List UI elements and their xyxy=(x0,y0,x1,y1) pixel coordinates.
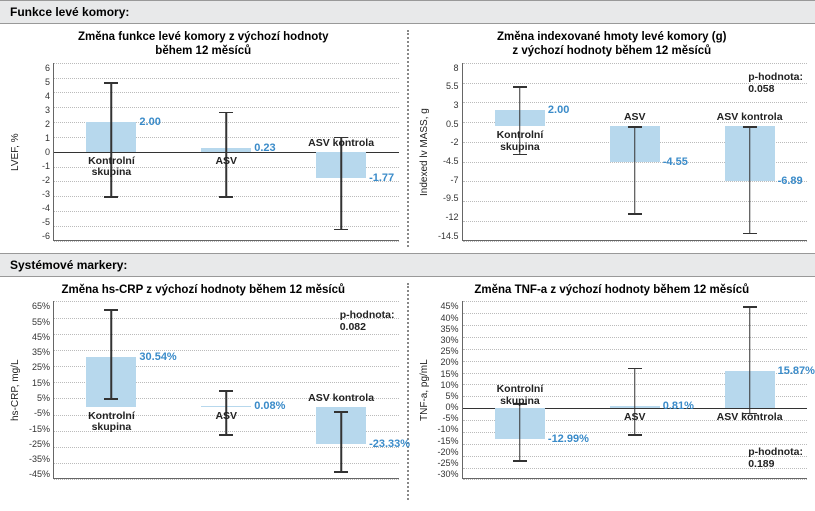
section-header-2: Systémové markery: xyxy=(0,253,815,277)
y-ticks: 85.530.5-2-4.5-7-9.5-12-14.5 xyxy=(432,63,462,241)
value-label: 30.54% xyxy=(139,351,176,363)
category-label: ASV xyxy=(590,412,680,424)
plot-wrap: Indexed lv MASS, g85.530.5-2-4.5-7-9.5-1… xyxy=(417,63,808,241)
category-label: ASV kontrola xyxy=(296,138,386,150)
chart-panel-lvmass: Změna indexované hmoty levé komory (g)z … xyxy=(409,24,815,253)
section-header-1: Funkce levé komory: xyxy=(0,0,815,24)
value-label: 0.23 xyxy=(254,142,275,154)
chart-title: Změna hs-CRP z výchozí hodnoty během 12 … xyxy=(8,283,399,297)
plot-wrap: hs-CRP, mg/L65%55%45%35%25%15%5%-5%-15%-… xyxy=(8,301,399,479)
y-ticks: 65%55%45%35%25%15%5%-5%-15%-25%-35%-45% xyxy=(23,301,53,479)
plot-wrap: TNF-a, pg/mL45%40%35%30%25%20%15%10%5%0%… xyxy=(417,301,808,479)
category-label: Kontrolnískupina xyxy=(66,156,156,179)
category-label: Kontrolnískupina xyxy=(66,411,156,434)
y-axis-label: TNF-a, pg/mL xyxy=(417,301,432,479)
plot-area: 2.00 Kontrolnískupina -4.55 ASV -6.89 ASV kon… xyxy=(462,63,808,241)
value-label: -12.99% xyxy=(548,433,589,445)
chart-title: Změna funkce levé komory z výchozí hodno… xyxy=(8,30,399,59)
category-label: ASV kontrola xyxy=(296,393,386,405)
y-axis-label: LVEF, % xyxy=(8,63,23,241)
y-axis-label: Indexed lv MASS, g xyxy=(417,63,432,241)
y-ticks: 45%40%35%30%25%20%15%10%5%0%-5%-10%-15%-… xyxy=(432,301,462,479)
y-ticks: 6543210-1-2-3-4-5-6 xyxy=(23,63,53,241)
chart-title: Změna indexované hmoty levé komory (g)z … xyxy=(417,30,808,59)
value-label: 0.81% xyxy=(663,400,694,412)
chart-title: Změna TNF-a z výchozí hodnoty během 12 m… xyxy=(417,283,808,297)
value-label: 2.00 xyxy=(548,104,569,116)
category-label: ASV xyxy=(181,156,271,168)
p-value: p-hodnota:0.189 xyxy=(748,446,803,470)
category-label: ASV xyxy=(590,112,680,124)
value-label: -1.77 xyxy=(369,172,394,184)
plot-wrap: LVEF, %6543210-1-2-3-4-5-6 2.00 Kontrolnís… xyxy=(8,63,399,241)
category-label: Kontrolnískupina xyxy=(475,130,565,153)
value-label: -23.33% xyxy=(369,438,410,450)
value-label: 2.00 xyxy=(139,116,160,128)
plot-area: -12.99%Kontrolnískupina0.81%ASV15.87%ASV… xyxy=(462,301,808,479)
category-label: Kontrolnískupina xyxy=(475,384,565,407)
category-label: ASV kontrola xyxy=(705,112,795,124)
row-1: Změna funkce levé komory z výchozí hodno… xyxy=(0,24,815,253)
plot-area: 2.00 Kontrolnískupina 0.23 ASV -1.77 ASV kont… xyxy=(53,63,399,241)
y-axis-label: hs-CRP, mg/L xyxy=(8,301,23,479)
category-label: ASV kontrola xyxy=(705,412,795,424)
value-label: -6.89 xyxy=(778,175,803,187)
chart-panel-hscrp: Změna hs-CRP z výchozí hodnoty během 12 … xyxy=(0,277,407,506)
plot-area: 30.54%Kontrolnískupina0.08%ASV-23.33%ASV… xyxy=(53,301,399,479)
value-label: 15.87% xyxy=(778,365,815,377)
row-2: Změna hs-CRP z výchozí hodnoty během 12 … xyxy=(0,277,815,506)
value-label: -4.55 xyxy=(663,156,688,168)
chart-panel-tnfa: Změna TNF-a z výchozí hodnoty během 12 m… xyxy=(409,277,815,506)
chart-panel-lvef: Změna funkce levé komory z výchozí hodno… xyxy=(0,24,407,253)
p-value: p-hodnota:0.058 xyxy=(748,71,803,95)
p-value: p-hodnota:0.082 xyxy=(340,309,395,333)
category-label: ASV xyxy=(181,411,271,423)
